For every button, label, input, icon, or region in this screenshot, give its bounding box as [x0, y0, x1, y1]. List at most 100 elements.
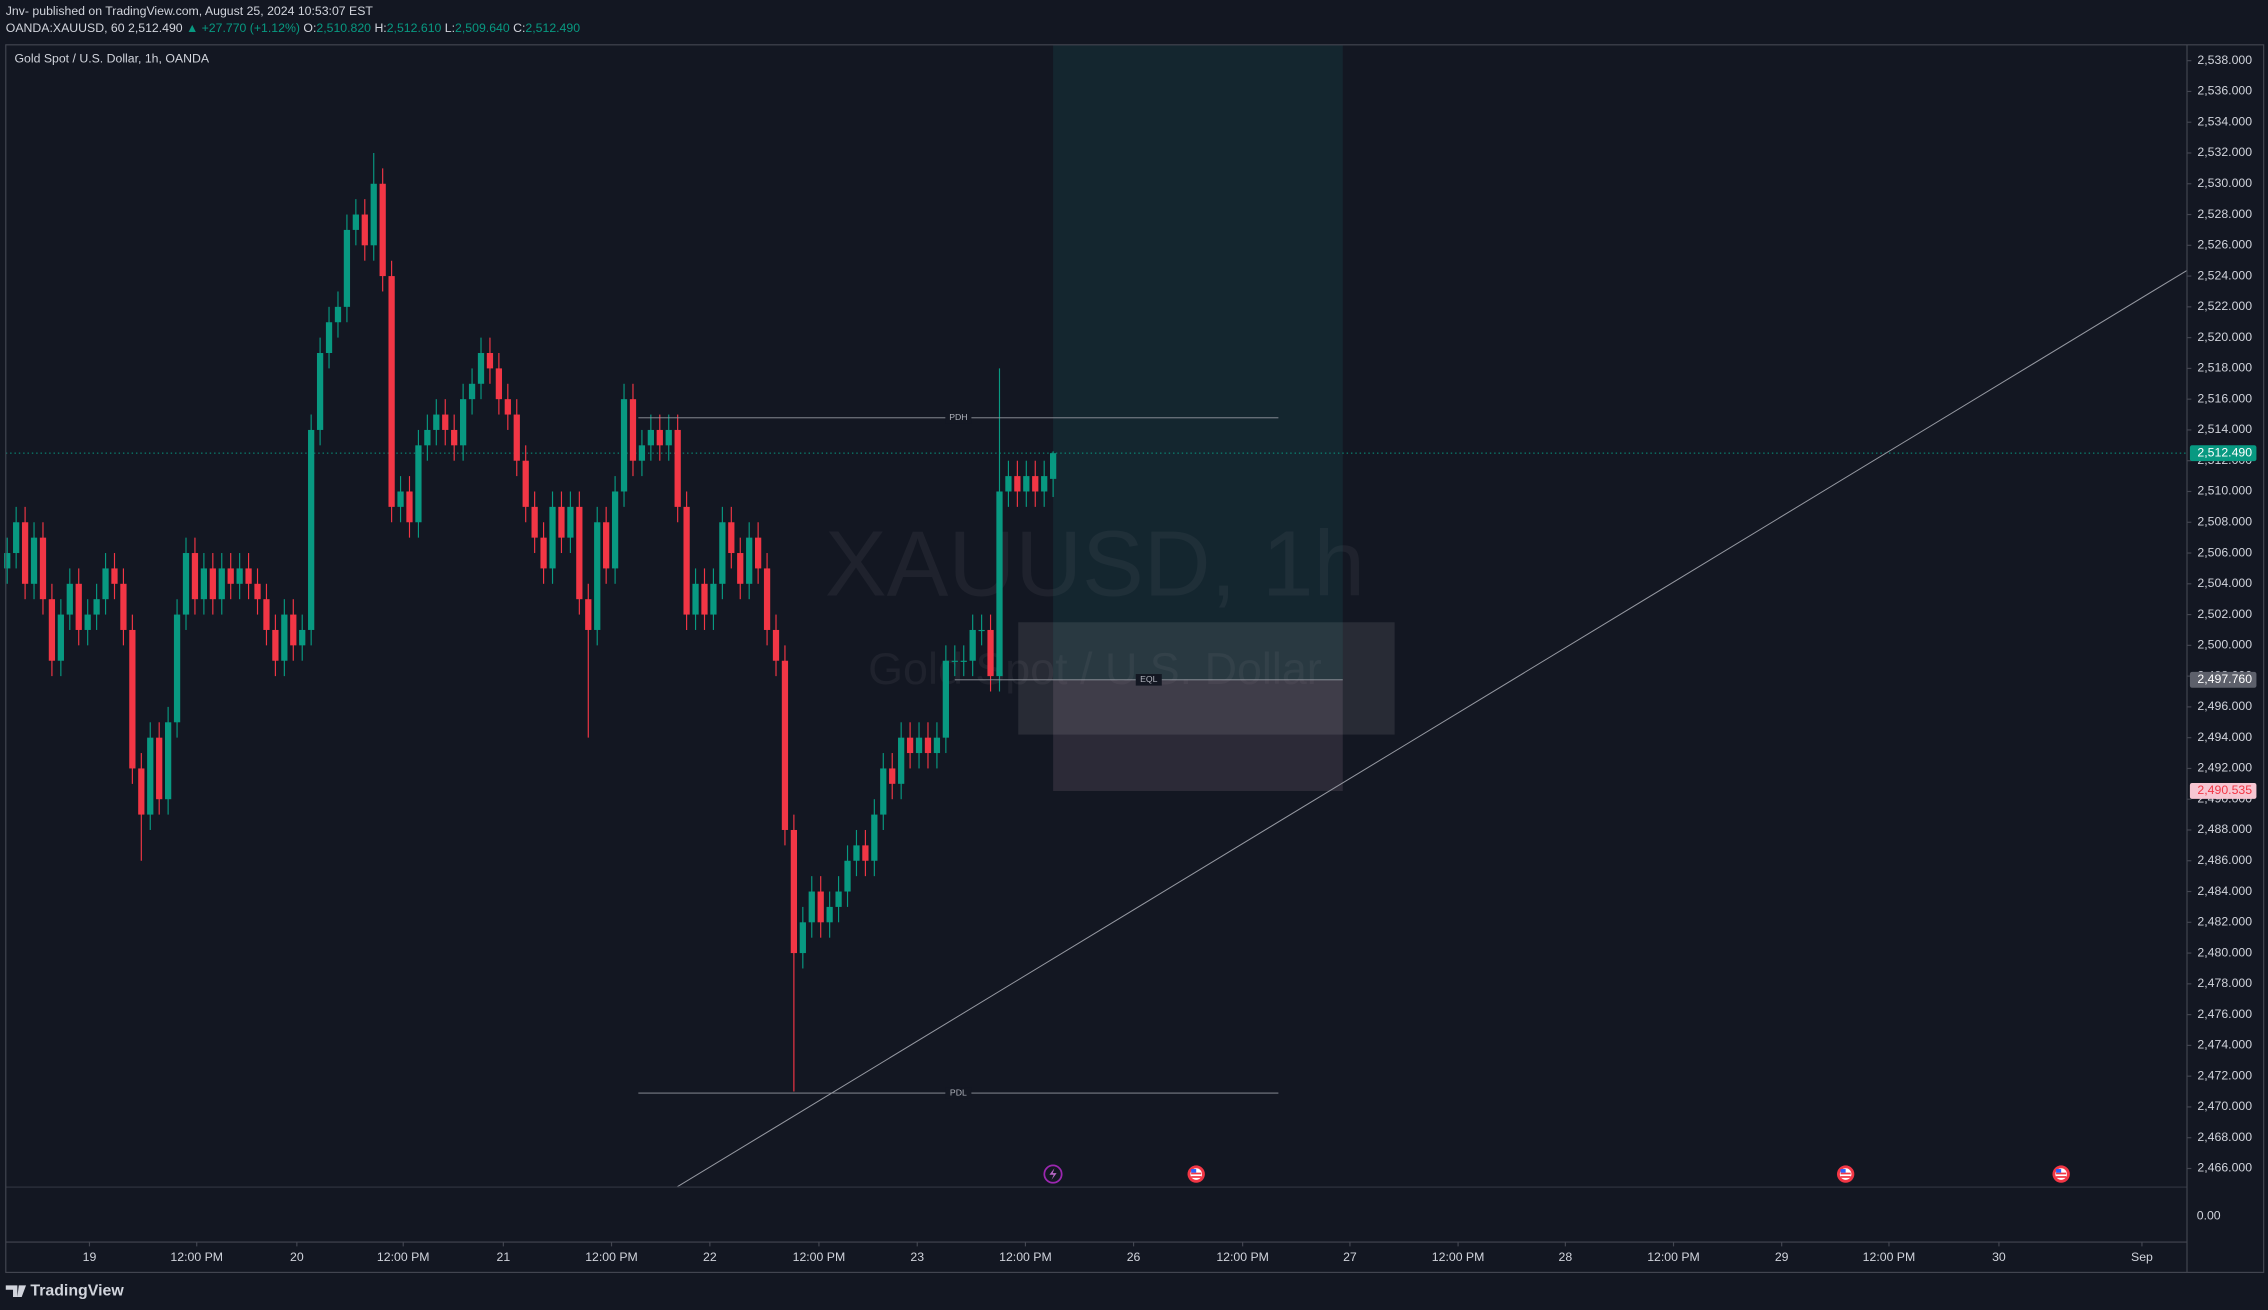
candle-body	[468, 383, 476, 400]
candle-body	[245, 568, 252, 584]
candle-body	[656, 429, 663, 446]
candle-body	[30, 537, 38, 584]
candle-body	[737, 553, 744, 584]
candle-body	[540, 537, 547, 569]
level-label: EQL	[1140, 674, 1158, 684]
x-tick-label: 30	[1992, 1250, 2006, 1264]
y-tick-label: 2,514.000	[2197, 422, 2252, 436]
candle-body	[370, 183, 377, 246]
candle-body	[906, 737, 914, 754]
candle-body	[388, 276, 395, 507]
event-icon[interactable]	[1187, 1165, 1205, 1183]
y-tick-label: 2,528.000	[2197, 207, 2252, 221]
y-tick-label: 2,478.000	[2197, 976, 2252, 990]
x-tick-label: 12:00 PM	[1647, 1250, 1700, 1264]
candle-body	[790, 829, 798, 954]
candle-body	[951, 660, 958, 662]
y-tick-label: 2,468.000	[2197, 1130, 2252, 1144]
y-tick-label: 2,516.000	[2197, 391, 2252, 405]
candle-body	[334, 306, 342, 323]
y-tick-label: 2,486.000	[2197, 853, 2252, 867]
chart-frame	[5, 44, 2265, 1273]
event-icons[interactable]	[1043, 1164, 2070, 1184]
x-tick-label: 27	[1343, 1250, 1357, 1264]
candle-body	[603, 522, 610, 569]
event-icon[interactable]	[2052, 1165, 2070, 1183]
low-label: L:	[445, 21, 455, 35]
candles	[4, 152, 1057, 1092]
candle-body	[13, 522, 20, 554]
candle-body	[853, 845, 860, 861]
candle-body	[710, 583, 717, 615]
candle-body	[594, 522, 601, 630]
candle-body	[522, 460, 529, 507]
price-label: 2,512.490	[2197, 445, 2252, 459]
candle-body	[442, 414, 449, 430]
candle-body	[200, 568, 208, 600]
y-tick-label: 2,520.000	[2197, 330, 2252, 344]
y-tick-label: 2,508.000	[2197, 515, 2252, 529]
price-label: 2,497.760	[2197, 672, 2252, 686]
candle-body	[844, 860, 851, 892]
level-label: PDL	[950, 1087, 967, 1097]
y-tick-label: 2,510.000	[2197, 484, 2252, 498]
high-value: 2,512.610	[387, 21, 442, 35]
y-tick-label: 2,474.000	[2197, 1038, 2252, 1052]
lower-pane-tick: 0.00	[2197, 1208, 2221, 1222]
candle-body	[576, 506, 583, 600]
candle-body	[343, 229, 351, 307]
candle-body	[66, 583, 73, 615]
event-icon[interactable]	[1836, 1165, 1855, 1183]
candle-body	[379, 183, 386, 277]
x-tick-label: 12:00 PM	[1863, 1250, 1916, 1264]
candle-body	[111, 568, 118, 584]
overlays: 2,466.000 2,468.000 2,470.000 2,472.000 2,47…	[83, 53, 2257, 1264]
candle-body	[164, 722, 172, 800]
y-tick-label: 2,534.000	[2197, 114, 2252, 128]
x-tick-label: 12:00 PM	[1216, 1250, 1269, 1264]
candle-body	[567, 506, 574, 538]
x-tick-label: 12:00 PM	[1432, 1250, 1485, 1264]
candle-body	[889, 768, 896, 784]
candle-body	[915, 737, 923, 754]
y-tick-label: 2,476.000	[2197, 1007, 2252, 1021]
y-tick-label: 2,488.000	[2197, 822, 2252, 836]
x-tick-label: 12:00 PM	[585, 1250, 638, 1264]
publisher: Jnv- published on TradingView.com, Augus…	[6, 4, 374, 18]
candle-body	[173, 614, 181, 723]
open-value: 2,510.820	[316, 21, 371, 35]
x-tick-label: 26	[1127, 1250, 1141, 1264]
y-tick-label: 2,472.000	[2197, 1068, 2252, 1082]
y-tick-label: 2,538.000	[2197, 53, 2252, 67]
candle-body	[1032, 476, 1039, 492]
candle-body	[57, 614, 64, 661]
price-label-bg	[2189, 671, 2257, 688]
y-tick-label: 2,532.000	[2197, 145, 2252, 159]
x-tick-label: 28	[1559, 1250, 1573, 1264]
y-tick-label: 2,466.000	[2197, 1161, 2252, 1175]
price-label-bg	[2189, 445, 2257, 462]
candle-body	[781, 660, 789, 830]
candle-body	[236, 568, 243, 584]
candle-body	[477, 353, 485, 384]
y-tick-label: 2,518.000	[2197, 361, 2252, 375]
y-tick-label: 2,484.000	[2197, 884, 2252, 898]
candle-body	[513, 414, 520, 461]
candle-body	[1041, 476, 1048, 492]
y-tick-label: 2,492.000	[2197, 761, 2252, 775]
candle-body	[996, 491, 1003, 677]
candle-body	[325, 322, 333, 354]
candle-body	[156, 737, 163, 800]
candle-body	[862, 845, 869, 861]
candle-body	[272, 629, 279, 661]
candle-body	[772, 629, 780, 661]
candle-body	[459, 399, 467, 446]
brand-logo	[5, 1285, 27, 1297]
candle-body	[182, 553, 190, 615]
candle-body	[585, 599, 592, 630]
candle-body	[978, 629, 985, 632]
candle-body	[316, 353, 324, 430]
y-tick-label: 2,506.000	[2197, 545, 2252, 559]
candle-body	[209, 568, 216, 600]
